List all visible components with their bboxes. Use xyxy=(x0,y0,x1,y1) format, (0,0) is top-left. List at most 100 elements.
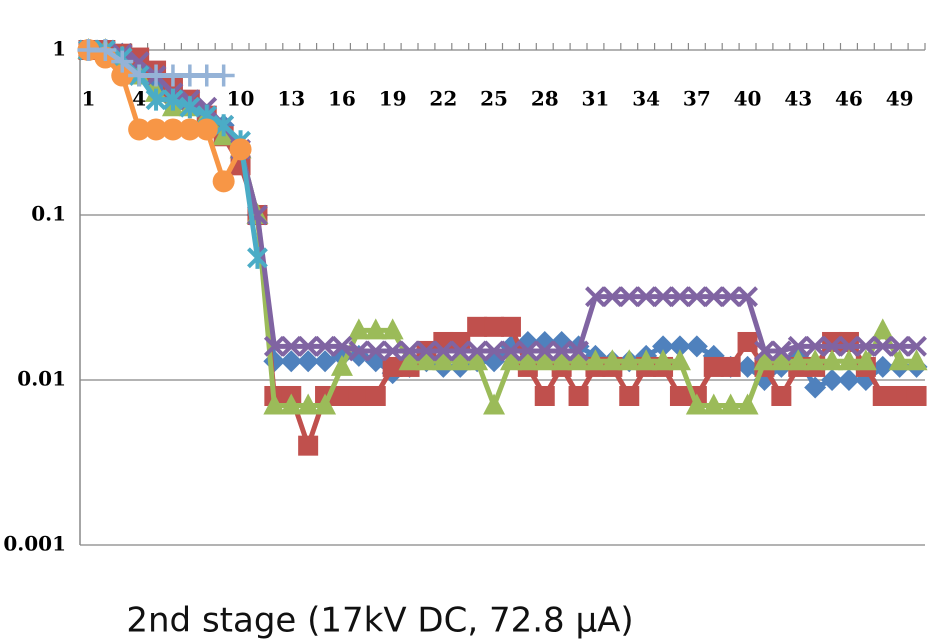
data-point xyxy=(280,350,303,373)
x-tick-label: 46 xyxy=(835,87,863,111)
data-point xyxy=(432,349,455,371)
data-point xyxy=(212,64,235,87)
data-point xyxy=(364,318,387,340)
data-point xyxy=(668,349,691,371)
data-point xyxy=(854,349,877,371)
data-point xyxy=(685,393,708,415)
data-point xyxy=(195,118,218,141)
data-point xyxy=(771,385,792,406)
data-point xyxy=(686,286,708,308)
data-point xyxy=(905,349,928,371)
data-point xyxy=(837,349,860,371)
data-point xyxy=(263,393,286,415)
data-point xyxy=(534,340,556,362)
x-tick-label: 25 xyxy=(480,87,508,111)
data-point xyxy=(483,393,506,415)
data-point xyxy=(484,316,505,337)
data-point xyxy=(247,246,268,269)
y-tick-label: 0.1 xyxy=(31,202,66,226)
data-point xyxy=(753,349,776,371)
data-point xyxy=(331,385,352,406)
data-point xyxy=(416,340,437,362)
data-point xyxy=(145,88,167,111)
data-point xyxy=(432,340,454,362)
data-point xyxy=(821,349,844,371)
data-point xyxy=(804,376,827,399)
data-point xyxy=(516,349,539,371)
data-point xyxy=(280,393,303,415)
data-point xyxy=(466,349,489,371)
data-point xyxy=(871,355,894,378)
data-point xyxy=(128,118,151,141)
data-point xyxy=(821,335,843,357)
data-point xyxy=(703,356,724,377)
data-point xyxy=(567,349,590,371)
data-point xyxy=(297,350,320,373)
x-tick-label: 28 xyxy=(531,87,559,111)
data-point xyxy=(669,286,691,308)
data-point xyxy=(889,385,910,406)
data-point xyxy=(736,355,759,378)
x-tick-label: 40 xyxy=(734,87,762,111)
data-point xyxy=(821,369,844,391)
x-tick-label: 22 xyxy=(429,87,457,111)
data-point xyxy=(619,385,640,406)
data-point xyxy=(719,393,742,415)
data-point xyxy=(280,335,302,357)
data-point xyxy=(365,340,387,362)
data-point xyxy=(449,340,471,362)
data-point xyxy=(415,349,438,371)
data-point xyxy=(348,340,370,362)
x-tick-label: 10 xyxy=(227,87,255,111)
data-point xyxy=(449,349,472,371)
x-tick-label: 1 xyxy=(81,87,95,111)
data-point xyxy=(703,286,725,308)
data-point xyxy=(618,349,641,371)
data-point xyxy=(178,118,201,141)
data-point xyxy=(872,385,893,406)
data-point xyxy=(550,349,573,371)
data-point xyxy=(652,286,674,308)
data-point xyxy=(499,349,522,371)
x-tick-label: 34 xyxy=(632,87,660,111)
x-tick-label: 19 xyxy=(379,87,407,111)
data-point xyxy=(585,286,606,308)
data-point xyxy=(314,335,336,357)
data-point xyxy=(145,118,168,141)
data-point xyxy=(770,340,792,362)
data-point xyxy=(161,118,184,141)
data-point xyxy=(500,316,521,337)
data-point xyxy=(229,138,252,161)
data-point xyxy=(787,335,809,357)
data-point xyxy=(213,114,235,137)
data-point xyxy=(906,335,927,357)
data-point xyxy=(162,76,183,97)
data-point xyxy=(770,349,793,371)
data-point xyxy=(517,340,539,362)
data-point xyxy=(568,385,589,406)
data-point xyxy=(534,385,555,406)
data-point xyxy=(871,318,894,340)
data-point xyxy=(720,356,741,377)
data-point xyxy=(635,349,658,371)
data-point xyxy=(212,170,235,193)
x-tick-label: 16 xyxy=(328,87,356,111)
data-point xyxy=(111,64,134,87)
data-point xyxy=(652,335,675,358)
data-point xyxy=(754,340,775,362)
data-point xyxy=(551,340,573,362)
data-point xyxy=(330,354,353,376)
data-point xyxy=(838,335,860,357)
data-point xyxy=(737,331,758,352)
data-point xyxy=(702,393,725,415)
data-point xyxy=(601,286,623,308)
data-point xyxy=(889,335,911,357)
data-point xyxy=(381,318,404,340)
data-point xyxy=(872,335,894,357)
data-point xyxy=(314,393,337,415)
x-tick-label: 43 xyxy=(784,87,812,111)
data-point xyxy=(314,350,337,373)
data-point xyxy=(618,286,640,308)
data-point xyxy=(685,335,708,358)
